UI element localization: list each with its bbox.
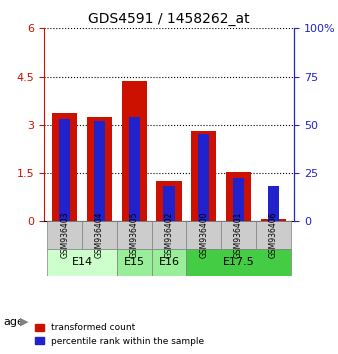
Text: GSM936403: GSM936403 [60, 212, 69, 258]
Bar [226, 172, 251, 221]
Bar [198, 134, 209, 221]
Text: E15: E15 [124, 257, 145, 267]
FancyBboxPatch shape [152, 221, 186, 249]
Text: GSM936405: GSM936405 [130, 212, 139, 258]
Bar [129, 117, 140, 221]
Text: age: age [3, 317, 24, 327]
Bar [164, 186, 174, 221]
FancyBboxPatch shape [256, 221, 291, 249]
FancyBboxPatch shape [186, 221, 221, 249]
Bar [191, 131, 216, 221]
Bar [156, 181, 182, 221]
Text: ▶: ▶ [20, 317, 29, 327]
Bar [122, 81, 147, 221]
FancyBboxPatch shape [117, 221, 152, 249]
Bar [261, 219, 286, 221]
Text: GSM936401: GSM936401 [234, 212, 243, 258]
Text: GSM936404: GSM936404 [95, 212, 104, 258]
FancyBboxPatch shape [47, 221, 82, 249]
Text: GSM936406: GSM936406 [269, 212, 278, 258]
Bar [94, 121, 105, 221]
Bar [87, 117, 112, 221]
Text: GSM936402: GSM936402 [165, 212, 173, 258]
Text: E16: E16 [159, 257, 179, 267]
Bar [59, 119, 70, 221]
Bar [268, 186, 279, 221]
FancyBboxPatch shape [82, 221, 117, 249]
Bar [52, 113, 77, 221]
Text: E14: E14 [72, 257, 93, 267]
FancyBboxPatch shape [152, 249, 186, 276]
Bar [233, 178, 244, 221]
Text: GSM936400: GSM936400 [199, 212, 208, 258]
FancyBboxPatch shape [117, 249, 152, 276]
FancyBboxPatch shape [47, 249, 117, 276]
Text: E17.5: E17.5 [223, 257, 255, 267]
Title: GDS4591 / 1458262_at: GDS4591 / 1458262_at [88, 12, 250, 26]
FancyBboxPatch shape [186, 249, 291, 276]
FancyBboxPatch shape [221, 221, 256, 249]
Legend: transformed count, percentile rank within the sample: transformed count, percentile rank withi… [31, 320, 208, 349]
